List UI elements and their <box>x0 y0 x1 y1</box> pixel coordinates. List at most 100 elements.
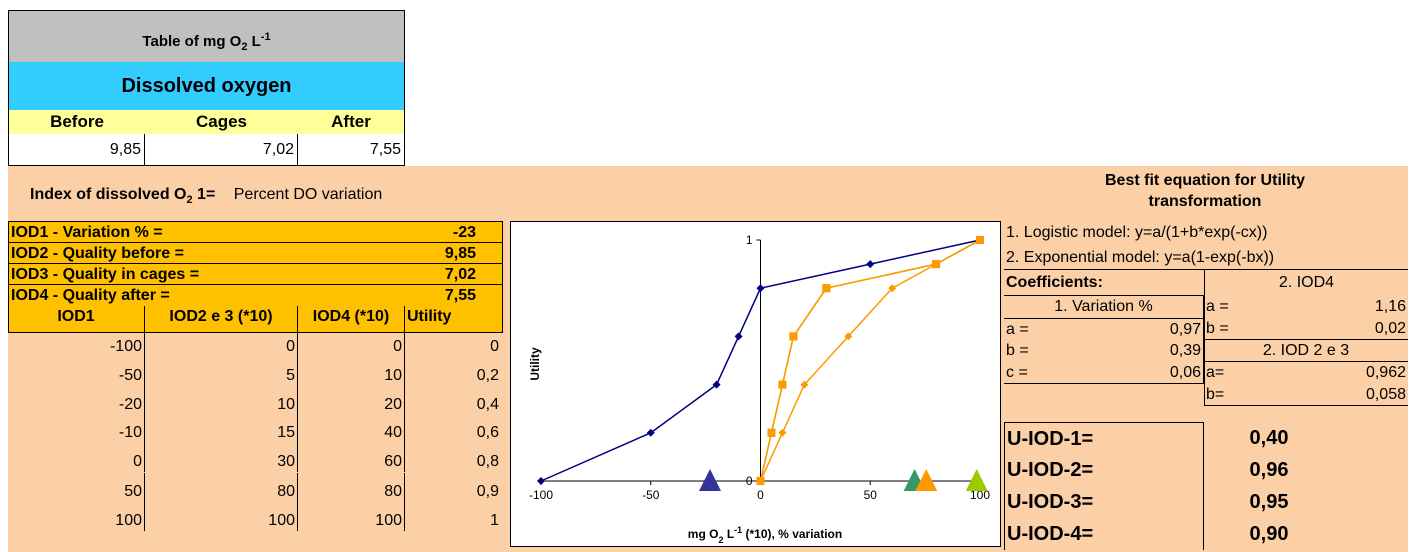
triangle-marker-3 <box>965 469 988 491</box>
triangle-marker-0 <box>699 469 722 491</box>
header-cages: Cages <box>145 110 298 134</box>
iod-summary-value-2: 9,85 <box>409 243 502 264</box>
variation-coeff-a-value: 0,97 <box>1104 318 1204 340</box>
series-point-1 <box>888 284 897 293</box>
utility-table-cell: 1 <box>490 512 499 529</box>
utility-table-cell: 5 <box>145 357 298 386</box>
series-point-3 <box>756 477 765 485</box>
iod-summary-value-1: -23 <box>409 222 502 243</box>
utility-table: IOD1 IOD2 e 3 (*10) IOD4 (*10) Utility -… <box>8 306 503 552</box>
dissolved-oxygen-title: Dissolved oxygen <box>8 62 405 110</box>
header-after: After <box>298 110 405 134</box>
fit-panel-title: Best fit equation for Utility transforma… <box>1105 172 1305 210</box>
variation-header: 1. Variation % <box>1004 296 1204 318</box>
fit-panel: 1. Logistic model: y=a/(1+b*exp(-cx)) 2.… <box>1004 221 1408 552</box>
x-tick-label: 0 <box>757 488 764 502</box>
utility-table-cell: 10 <box>298 357 405 386</box>
utility-table-cell: 0 <box>8 443 145 472</box>
u-iod-value: 0,95 <box>1249 491 1289 513</box>
y-tick-label: 0 <box>746 474 753 488</box>
iod-summary-value-3: 7,02 <box>409 264 502 285</box>
series-point-1 <box>778 428 787 437</box>
utility-table-cell: 40 <box>298 414 405 443</box>
value-before: 9,85 <box>8 134 145 166</box>
series-point-3 <box>789 332 798 341</box>
utility-table-cell: 80 <box>298 473 405 502</box>
utility-table-cell: 30 <box>145 443 298 472</box>
iod4-header: 2. IOD4 <box>1204 269 1408 296</box>
series-point-0 <box>734 332 743 341</box>
series-point-3 <box>822 284 831 293</box>
series-point-3 <box>976 236 984 244</box>
utility-chart: -100 -50 0 50 100 0 1 Utility mg O2 L-1 (*10),… <box>510 221 1001 547</box>
x-tick-label: -50 <box>642 488 660 502</box>
utility-table-cell: 0 <box>490 338 499 355</box>
u-iod-value: 0,40 <box>1249 427 1289 449</box>
coefficients-label: Coefficients: <box>1004 269 1204 296</box>
series-point-3 <box>767 428 776 437</box>
index-label: Index of dissolved O2 1= <box>30 186 216 207</box>
iod4-coeff-a-value: 1,16 <box>1374 298 1406 315</box>
series-point-0 <box>866 260 875 269</box>
series-line-1 <box>759 239 981 482</box>
utility-chart-svg: -100 -50 0 50 100 0 1 Utility mg O2 L-1 (*10),… <box>528 233 990 545</box>
u-iod-label: U-IOD-1= <box>1004 422 1204 454</box>
series-point-0 <box>712 380 721 389</box>
iod4-coeff-b-value: 0,02 <box>1284 318 1408 340</box>
iod-summary-label-4: IOD4 - Quality after = <box>11 287 170 304</box>
table-title-cell: Table of mg O2 L-1 <box>8 10 405 62</box>
utility-table-cell: 60 <box>298 443 405 472</box>
y-tick-label: 1 <box>746 233 753 247</box>
iod-summary-block <box>8 221 503 333</box>
utility-table-cell: 0,8 <box>476 453 499 470</box>
series-point-0 <box>537 477 545 485</box>
iod-summary-label-1: IOD1 - Variation % = <box>9 222 409 243</box>
iod23-coeff-a-value: 0,962 <box>1365 364 1406 381</box>
iod23-header: 2. IOD 2 e 3 <box>1204 340 1408 362</box>
iod4-coeff-b-name: b = <box>1204 318 1284 340</box>
exponential-model-text: 2. Exponential model: y=a(1-exp(-bx)) <box>1006 249 1275 266</box>
value-cages: 7,02 <box>145 134 298 166</box>
utility-table-cell: 100 <box>145 502 298 531</box>
utility-table-cell: -50 <box>8 357 145 386</box>
utility-header-iod1: IOD1 <box>8 306 145 328</box>
utility-table-cell: 100 <box>8 502 145 531</box>
u-iod-label: U-IOD-3= <box>1004 486 1204 518</box>
utility-table-cell: 0,2 <box>476 367 499 384</box>
variation-coeff-c-name: c = <box>1004 362 1104 384</box>
iod-summary-label-2: IOD2 - Quality before = <box>9 243 409 264</box>
utility-table-cell: -100 <box>8 328 145 357</box>
variation-coeff-b-name: b = <box>1006 342 1029 359</box>
utility-header-iod23: IOD2 e 3 (*10) <box>145 306 298 328</box>
triangle-marker-2 <box>915 469 938 491</box>
series-point-1 <box>844 332 853 341</box>
utility-table-cell: 100 <box>298 502 405 531</box>
iod23-coeff-b-value: 0,058 <box>1284 384 1408 406</box>
utility-header-iod4: IOD4 (*10) <box>298 306 405 328</box>
series-point-3 <box>932 260 941 269</box>
utility-table-cell: -20 <box>8 386 145 415</box>
x-tick-label: -100 <box>529 488 553 502</box>
series-point-1 <box>800 380 809 389</box>
x-axis-label: mg O2 L-1 (*10), % variation <box>688 525 842 545</box>
logistic-model-text: 1. Logistic model: y=a/(1+b*exp(-cx)) <box>1006 224 1268 241</box>
variation-coeff-a-name: a = <box>1004 318 1104 340</box>
iod-summary-value-4: 7,55 <box>444 287 476 304</box>
u-iod-value: 0,96 <box>1249 459 1289 481</box>
utility-table-cell: 0 <box>145 328 298 357</box>
utility-table-cell: 80 <box>145 473 298 502</box>
series-point-0 <box>756 284 765 293</box>
utility-header-utility: Utility <box>407 308 452 325</box>
utility-table-cell: 10 <box>145 386 298 415</box>
y-axis-label: Utility <box>528 347 542 381</box>
iod23-coeff-a-name: a= <box>1206 364 1225 381</box>
utility-table-cell: 0,9 <box>476 483 499 500</box>
iod-summary-label-3: IOD3 - Quality in cages = <box>9 264 409 285</box>
utility-table-cell: 20 <box>298 386 405 415</box>
utility-table-cell: 0,4 <box>476 396 499 413</box>
utility-table-cell: -10 <box>8 414 145 443</box>
u-iod-label: U-IOD-4= <box>1004 518 1204 550</box>
index-row: Index of dissolved O2 1= Percent DO vari… <box>30 180 382 210</box>
utility-table-cell: 0 <box>298 328 405 357</box>
series-point-0 <box>646 428 655 437</box>
